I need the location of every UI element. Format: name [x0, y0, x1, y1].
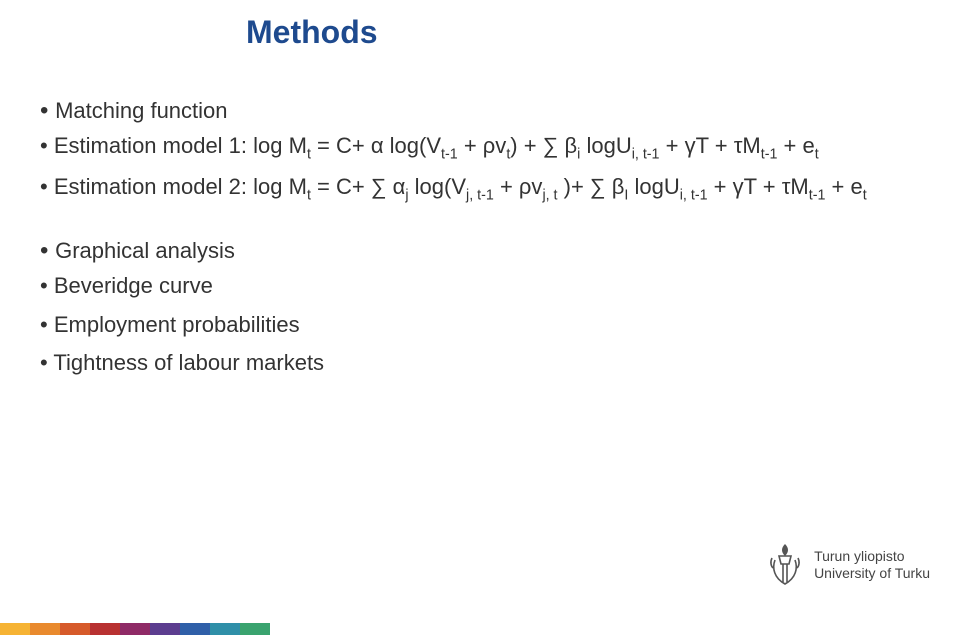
- bullet-label: Matching function: [40, 98, 228, 123]
- bullet-graphical-analysis: Graphical analysis Beveridge curve Emplo…: [40, 232, 920, 379]
- color-seg: [90, 623, 120, 635]
- logo-line-2: University of Turku: [814, 565, 930, 581]
- sub-bullet: Tightness of labour markets: [40, 346, 920, 380]
- color-seg: [150, 623, 180, 635]
- color-seg: [0, 623, 30, 635]
- sub-bullet: Beveridge curve: [40, 269, 920, 303]
- logo-text: Turun yliopisto University of Turku: [814, 548, 930, 580]
- color-seg: [60, 623, 90, 635]
- color-bar: [0, 623, 270, 635]
- sub-bullet: Employment probabilities: [40, 308, 920, 342]
- bullet-matching-function: Matching function Estimation model 1: lo…: [40, 92, 920, 206]
- color-seg: [180, 623, 210, 635]
- color-seg: [30, 623, 60, 635]
- color-seg: [120, 623, 150, 635]
- color-seg: [240, 623, 270, 635]
- slide-title: Methods: [246, 14, 378, 51]
- torch-icon: [766, 538, 804, 591]
- sub-bullet: Estimation model 2: log Mt = C+ ∑ αj log…: [40, 170, 920, 207]
- bullet-label: Graphical analysis: [40, 238, 235, 263]
- university-logo: Turun yliopisto University of Turku: [766, 538, 930, 591]
- slide-content: Matching function Estimation model 1: lo…: [40, 92, 920, 384]
- logo-line-1: Turun yliopisto: [814, 548, 930, 564]
- color-seg: [210, 623, 240, 635]
- slide: Methods Matching function Estimation mod…: [0, 0, 960, 635]
- sub-bullet: Estimation model 1: log Mt = C+ α log(Vt…: [40, 129, 920, 166]
